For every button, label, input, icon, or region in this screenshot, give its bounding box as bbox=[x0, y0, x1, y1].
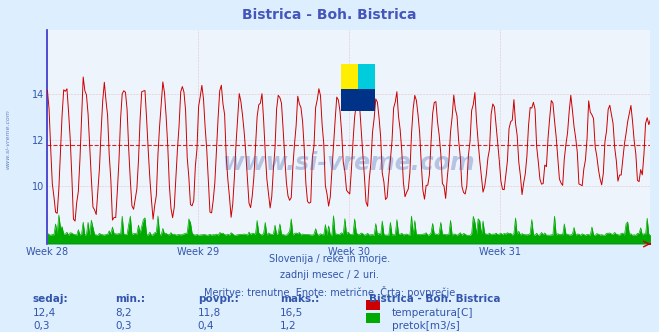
Text: 16,5: 16,5 bbox=[280, 308, 303, 318]
Text: povpr.:: povpr.: bbox=[198, 294, 239, 304]
Text: maks.:: maks.: bbox=[280, 294, 320, 304]
Bar bbox=[341, 64, 358, 111]
Text: 1,2: 1,2 bbox=[280, 321, 297, 331]
Text: 8,2: 8,2 bbox=[115, 308, 132, 318]
Text: Slovenija / reke in morje.: Slovenija / reke in morje. bbox=[269, 254, 390, 264]
Text: Bistrica - Boh. Bistrica: Bistrica - Boh. Bistrica bbox=[243, 8, 416, 22]
Text: www.si-vreme.com: www.si-vreme.com bbox=[223, 151, 475, 175]
Bar bbox=[341, 89, 375, 111]
Text: 0,3: 0,3 bbox=[33, 321, 49, 331]
Bar bbox=[358, 64, 375, 111]
Text: 0,4: 0,4 bbox=[198, 321, 214, 331]
Text: temperatura[C]: temperatura[C] bbox=[392, 308, 474, 318]
Text: 0,3: 0,3 bbox=[115, 321, 132, 331]
Text: Meritve: trenutne  Enote: metrične  Črta: povprečje: Meritve: trenutne Enote: metrične Črta: … bbox=[204, 286, 455, 297]
Text: 12,4: 12,4 bbox=[33, 308, 56, 318]
Text: pretok[m3/s]: pretok[m3/s] bbox=[392, 321, 460, 331]
Text: 11,8: 11,8 bbox=[198, 308, 221, 318]
Text: zadnji mesec / 2 uri.: zadnji mesec / 2 uri. bbox=[280, 270, 379, 280]
Text: sedaj:: sedaj: bbox=[33, 294, 69, 304]
Text: Bistrica - Boh. Bistrica: Bistrica - Boh. Bistrica bbox=[369, 294, 501, 304]
Text: www.si-vreme.com: www.si-vreme.com bbox=[5, 110, 11, 169]
Text: min.:: min.: bbox=[115, 294, 146, 304]
